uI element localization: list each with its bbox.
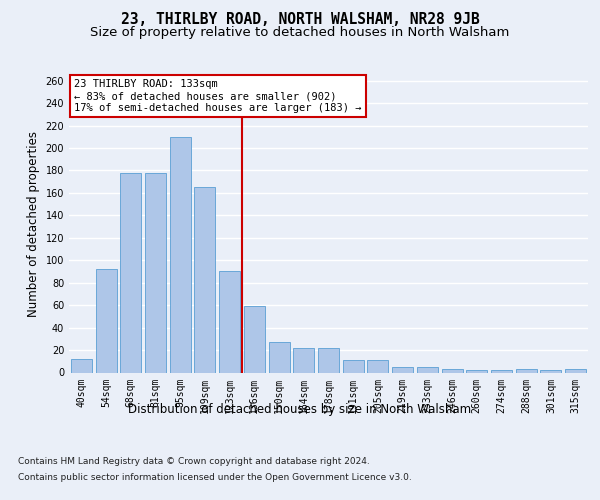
- Bar: [392, 367, 413, 372]
- Text: 23 THIRLBY ROAD: 133sqm
← 83% of detached houses are smaller (902)
17% of semi-d: 23 THIRLBY ROAD: 133sqm ← 83% of detache…: [74, 80, 362, 112]
- Bar: [145, 172, 166, 372]
- Bar: [219, 272, 240, 372]
- Bar: [565, 369, 586, 372]
- Bar: [516, 369, 537, 372]
- Bar: [95, 269, 116, 372]
- Bar: [318, 348, 339, 372]
- Text: Size of property relative to detached houses in North Walsham: Size of property relative to detached ho…: [91, 26, 509, 39]
- Bar: [491, 370, 512, 372]
- Bar: [120, 172, 141, 372]
- Bar: [367, 360, 388, 372]
- Bar: [466, 370, 487, 372]
- Y-axis label: Number of detached properties: Number of detached properties: [27, 130, 40, 317]
- Bar: [269, 342, 290, 372]
- Text: Contains public sector information licensed under the Open Government Licence v3: Contains public sector information licen…: [18, 472, 412, 482]
- Bar: [194, 188, 215, 372]
- Bar: [293, 348, 314, 372]
- Text: Distribution of detached houses by size in North Walsham: Distribution of detached houses by size …: [128, 402, 472, 415]
- Bar: [442, 369, 463, 372]
- Text: Contains HM Land Registry data © Crown copyright and database right 2024.: Contains HM Land Registry data © Crown c…: [18, 458, 370, 466]
- Text: 23, THIRLBY ROAD, NORTH WALSHAM, NR28 9JB: 23, THIRLBY ROAD, NORTH WALSHAM, NR28 9J…: [121, 12, 479, 28]
- Bar: [244, 306, 265, 372]
- Bar: [541, 370, 562, 372]
- Bar: [71, 359, 92, 372]
- Bar: [170, 136, 191, 372]
- Bar: [343, 360, 364, 372]
- Bar: [417, 367, 438, 372]
